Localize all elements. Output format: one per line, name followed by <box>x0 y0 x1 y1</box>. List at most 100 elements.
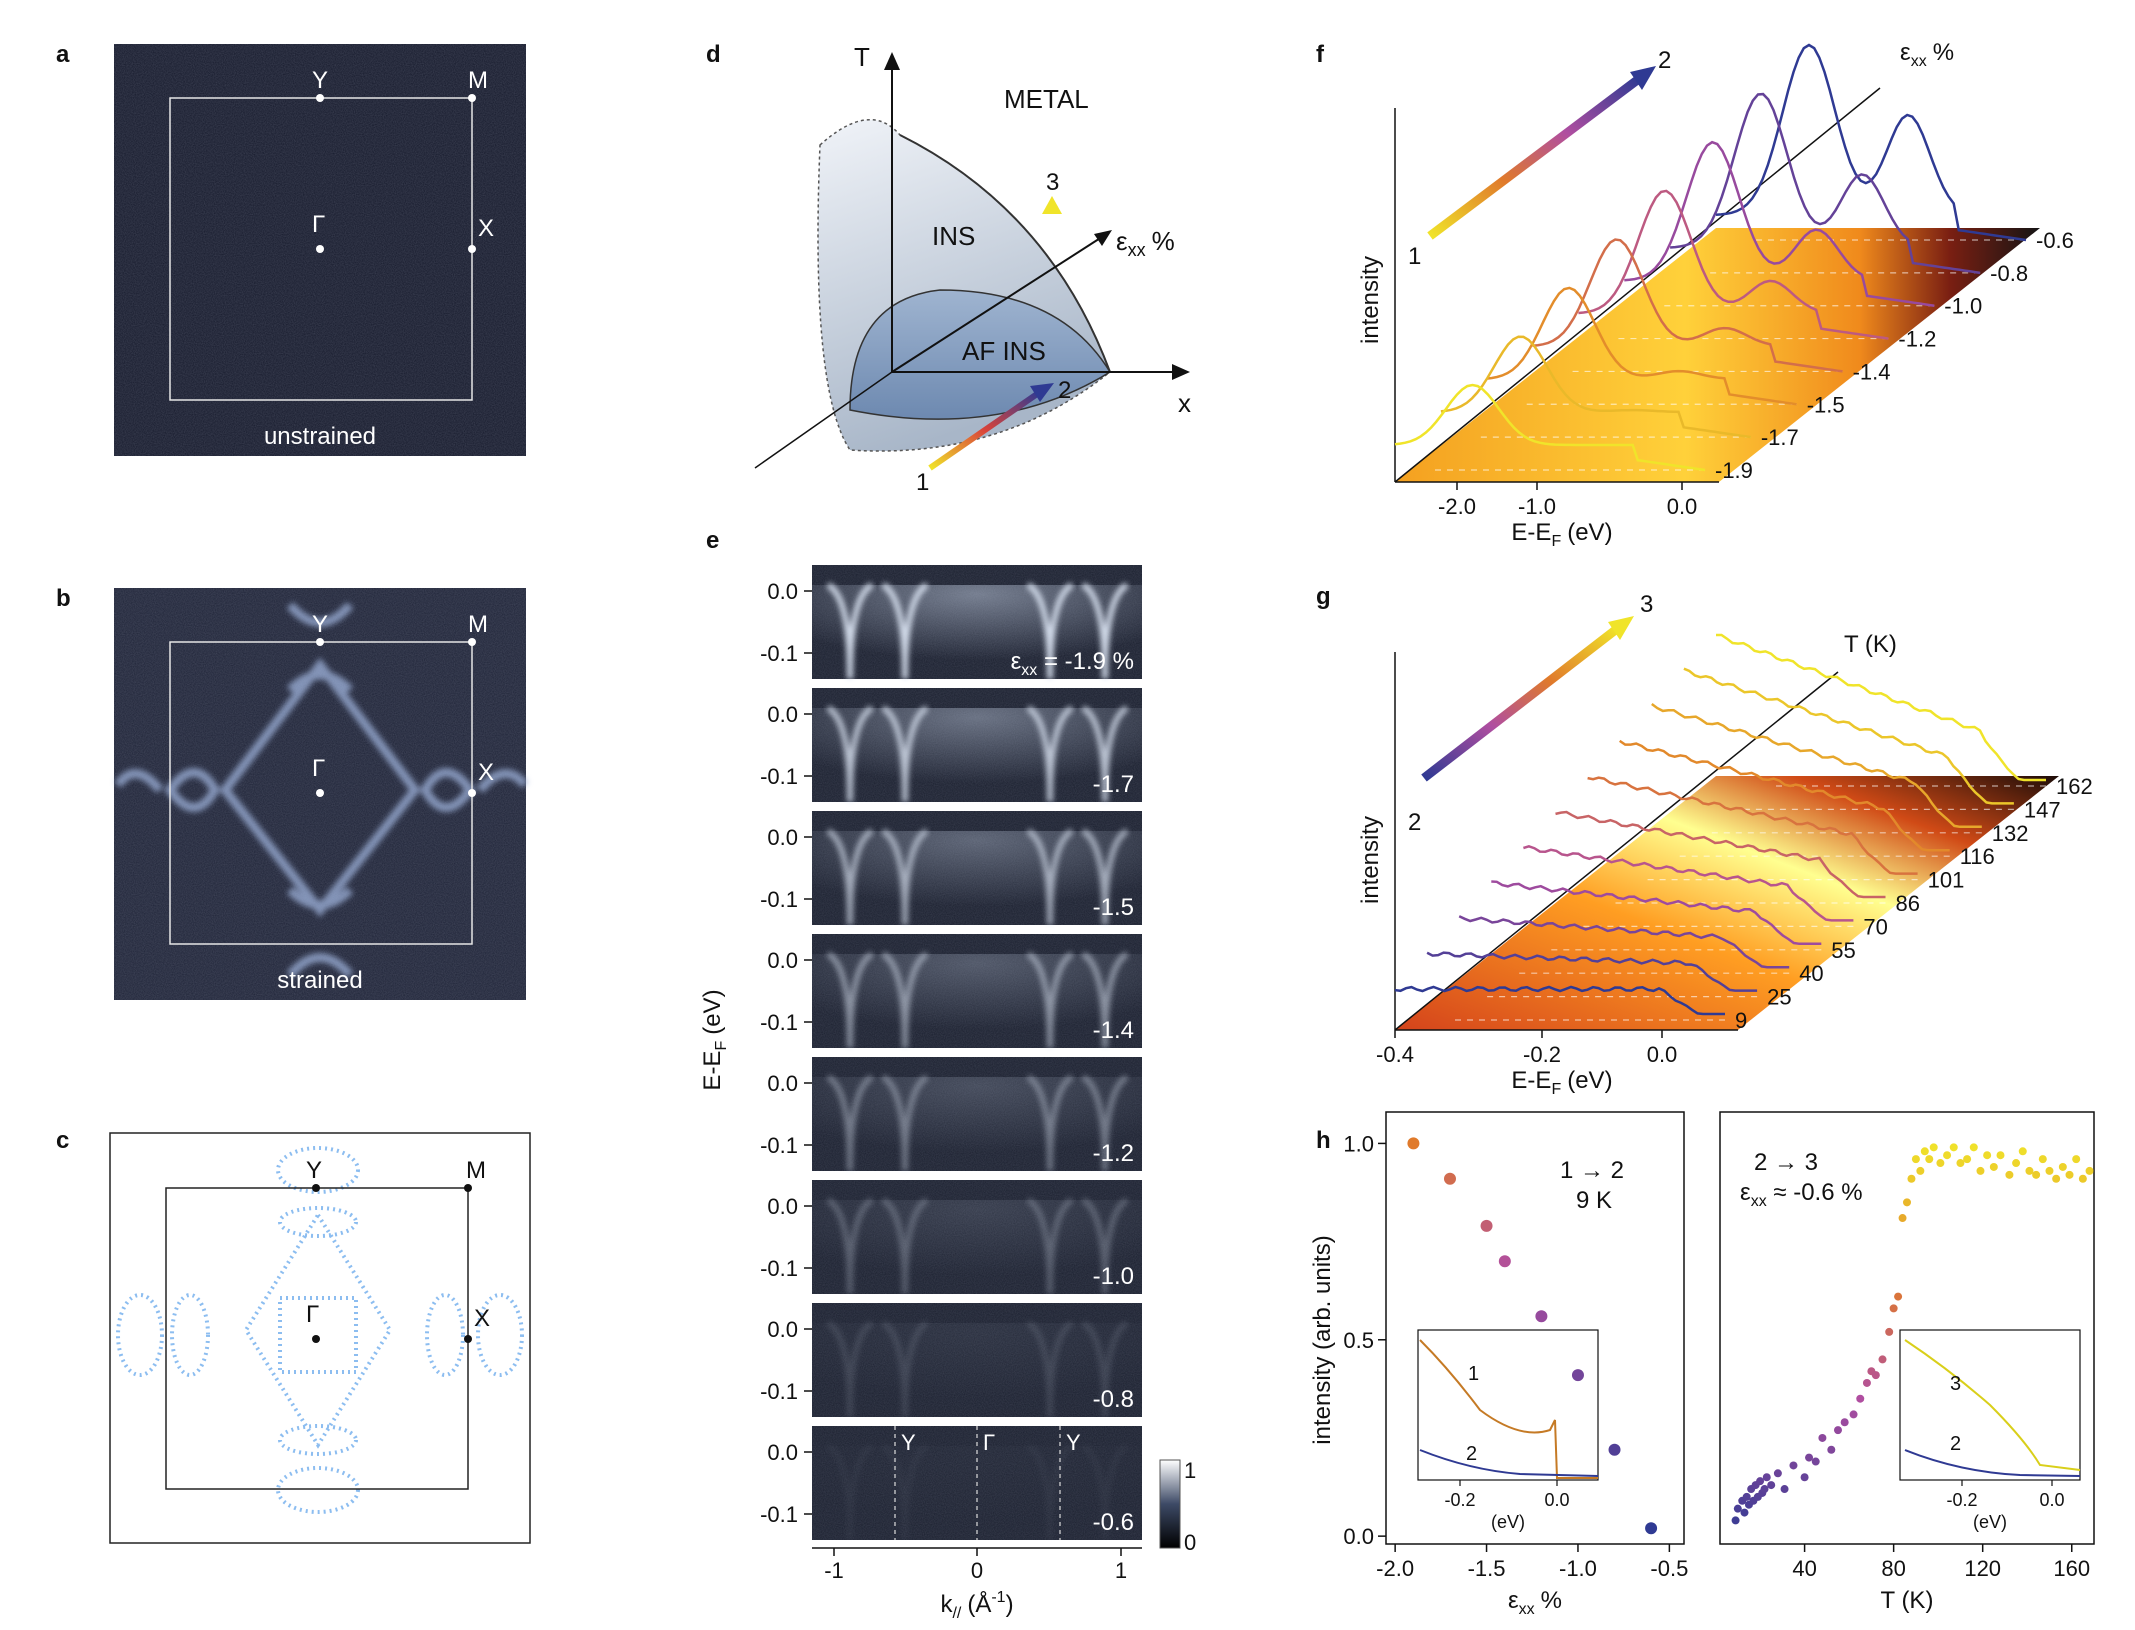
plot-frame <box>1719 1111 2095 1545</box>
data-point <box>1885 1327 1894 1336</box>
h-left-annotation: 1 → 2 <box>1560 1157 1624 1184</box>
e-strain-label: -1.5 <box>1093 894 1134 921</box>
data-point <box>1963 1155 1972 1164</box>
arpes-band <box>881 582 929 680</box>
g-ylabel: intensity <box>1357 816 1384 904</box>
data-point <box>1925 1155 1934 1164</box>
data-point <box>2025 1166 2034 1175</box>
panel-b-fermi-surface <box>114 601 529 979</box>
data-point <box>2058 1162 2067 1171</box>
edc-curve <box>1715 43 2027 242</box>
inset-tick-label: 0.0 <box>1544 1490 1569 1510</box>
e-xtick-label-neg1: -1 <box>824 1558 844 1583</box>
x-tick-label: 80 <box>1881 1556 1905 1581</box>
panel-c-frame <box>109 1132 531 1544</box>
waterfall-label: -1.0 <box>1944 294 1982 319</box>
data-point <box>1762 1473 1771 1482</box>
axis-eps-back <box>754 371 893 469</box>
arpes-band <box>1026 705 1074 803</box>
h-left-plot: -2.0 -1.5 -1.0 -0.5 0.0 0.5 1.0 -0.2 0.0 (eV) 1 2 1 … <box>1343 1111 1688 1618</box>
path-1-2-arrow <box>928 389 1042 471</box>
data-point <box>1849 1410 1858 1419</box>
arpes-band <box>881 705 929 803</box>
data-point <box>2072 1155 2081 1164</box>
arpes-band <box>1026 1320 1074 1418</box>
panel-c-point-x <box>464 1335 472 1343</box>
edc-curve <box>1532 238 1843 373</box>
arpes-band <box>1026 828 1074 926</box>
waterfall-label: 55 <box>1831 938 1855 963</box>
data-point <box>1789 1461 1798 1470</box>
e-ytick-label: -0.1 <box>760 1010 798 1035</box>
plot-frame <box>1385 1111 1685 1545</box>
data-point <box>1856 1394 1865 1403</box>
waterfall-label: -1.5 <box>1807 392 1845 417</box>
inset-xlabel: (eV) <box>1973 1512 2007 1532</box>
panel-b-point-x <box>468 789 476 797</box>
f-heatmap <box>1395 228 2040 482</box>
path-point-1: 1 <box>916 469 929 496</box>
arpes-band <box>881 1320 929 1418</box>
data-point <box>1780 1485 1789 1494</box>
arpes-strip: 0.0 -0.1 -1.4 <box>760 934 1142 1049</box>
g-t-label: T (K) <box>1844 631 1897 658</box>
y-tick-label: 0.0 <box>1343 1524 1374 1549</box>
panel-h: h intensity (arb. units) -2.0 -1.5 -1.0 -0.… <box>1309 1111 2095 1618</box>
e-ytick-label: 0.0 <box>767 1440 798 1465</box>
data-point <box>1742 1492 1751 1501</box>
e-strain-label: -1.0 <box>1093 1263 1134 1290</box>
data-point <box>2005 1170 2014 1179</box>
panel-c-label-x: X <box>474 1305 490 1332</box>
data-point <box>1989 1162 1998 1171</box>
data-point <box>1827 1445 1836 1454</box>
panel-c-point-gamma <box>312 1335 320 1343</box>
data-point <box>1920 1147 1929 1156</box>
edc-curve <box>1394 985 1725 1016</box>
data-point <box>1818 1433 1827 1442</box>
panel-c-label-y: Y <box>306 1157 322 1184</box>
phase-af-label: AF INS <box>962 336 1046 366</box>
data-point <box>2078 1174 2087 1183</box>
arpes-band <box>881 951 929 1049</box>
arpes-strip-glow <box>812 708 1142 802</box>
inset-curve-label: 2 <box>1950 1433 1961 1455</box>
waterfall-label: 9 <box>1735 1008 1747 1033</box>
panel-e: e 0.0 -0.1 εxx = -1.9 % 0.0 -0.1 -1.7 0.0 -0.1 -… <box>699 527 1196 1622</box>
arpes-band <box>881 1074 929 1172</box>
panel-c-point-y <box>312 1184 320 1192</box>
x-tick-label: -2.0 <box>1376 1556 1414 1581</box>
panel-c: c Y M Γ X <box>56 1127 531 1544</box>
data-point <box>1498 1255 1511 1268</box>
arpes-band <box>826 951 874 1049</box>
inset-tick-label: -0.2 <box>1444 1490 1475 1510</box>
edc-curve <box>1440 335 1752 439</box>
edc-curve <box>1651 702 1982 829</box>
e-strain-label: -0.6 <box>1093 1509 1134 1536</box>
data-point <box>2032 1170 2041 1179</box>
y-tick-label: 0.5 <box>1343 1328 1374 1353</box>
x-tick-label: -0.4 <box>1376 1042 1414 1067</box>
f-arrow <box>1427 74 1643 240</box>
inset-curve-label: 3 <box>1950 1373 1961 1395</box>
panel-f-label: f <box>1316 41 1325 68</box>
inset-xlabel: (eV) <box>1491 1512 1525 1532</box>
data-point <box>2012 1159 2021 1168</box>
f-end-label: 2 <box>1658 47 1671 74</box>
g-edc-curves <box>1394 633 2046 1016</box>
data-point <box>1903 1198 1911 1207</box>
f-strain-labels: -0.6 -0.8 -1.0 -1.2 -1.4 -1.5 -1.7 -1.9 <box>1715 228 2074 483</box>
x-tick-label: 40 <box>1792 1556 1816 1581</box>
panel-b-point-y <box>316 638 324 646</box>
panel-g-label: g <box>1316 583 1331 610</box>
e-strain-label: -1.7 <box>1093 771 1134 798</box>
e-ytick-label: 0.0 <box>767 579 798 604</box>
arpes-strip-glow <box>812 585 1142 679</box>
panel-c-label: c <box>56 1127 69 1154</box>
panel-a-point-gamma <box>316 245 324 253</box>
x-tick-label: -1.0 <box>1518 494 1556 519</box>
f-eps-axis <box>1394 87 1881 483</box>
inset-curve <box>1904 1449 2081 1477</box>
arpes-band <box>1081 951 1129 1049</box>
data-point <box>1733 1504 1742 1513</box>
